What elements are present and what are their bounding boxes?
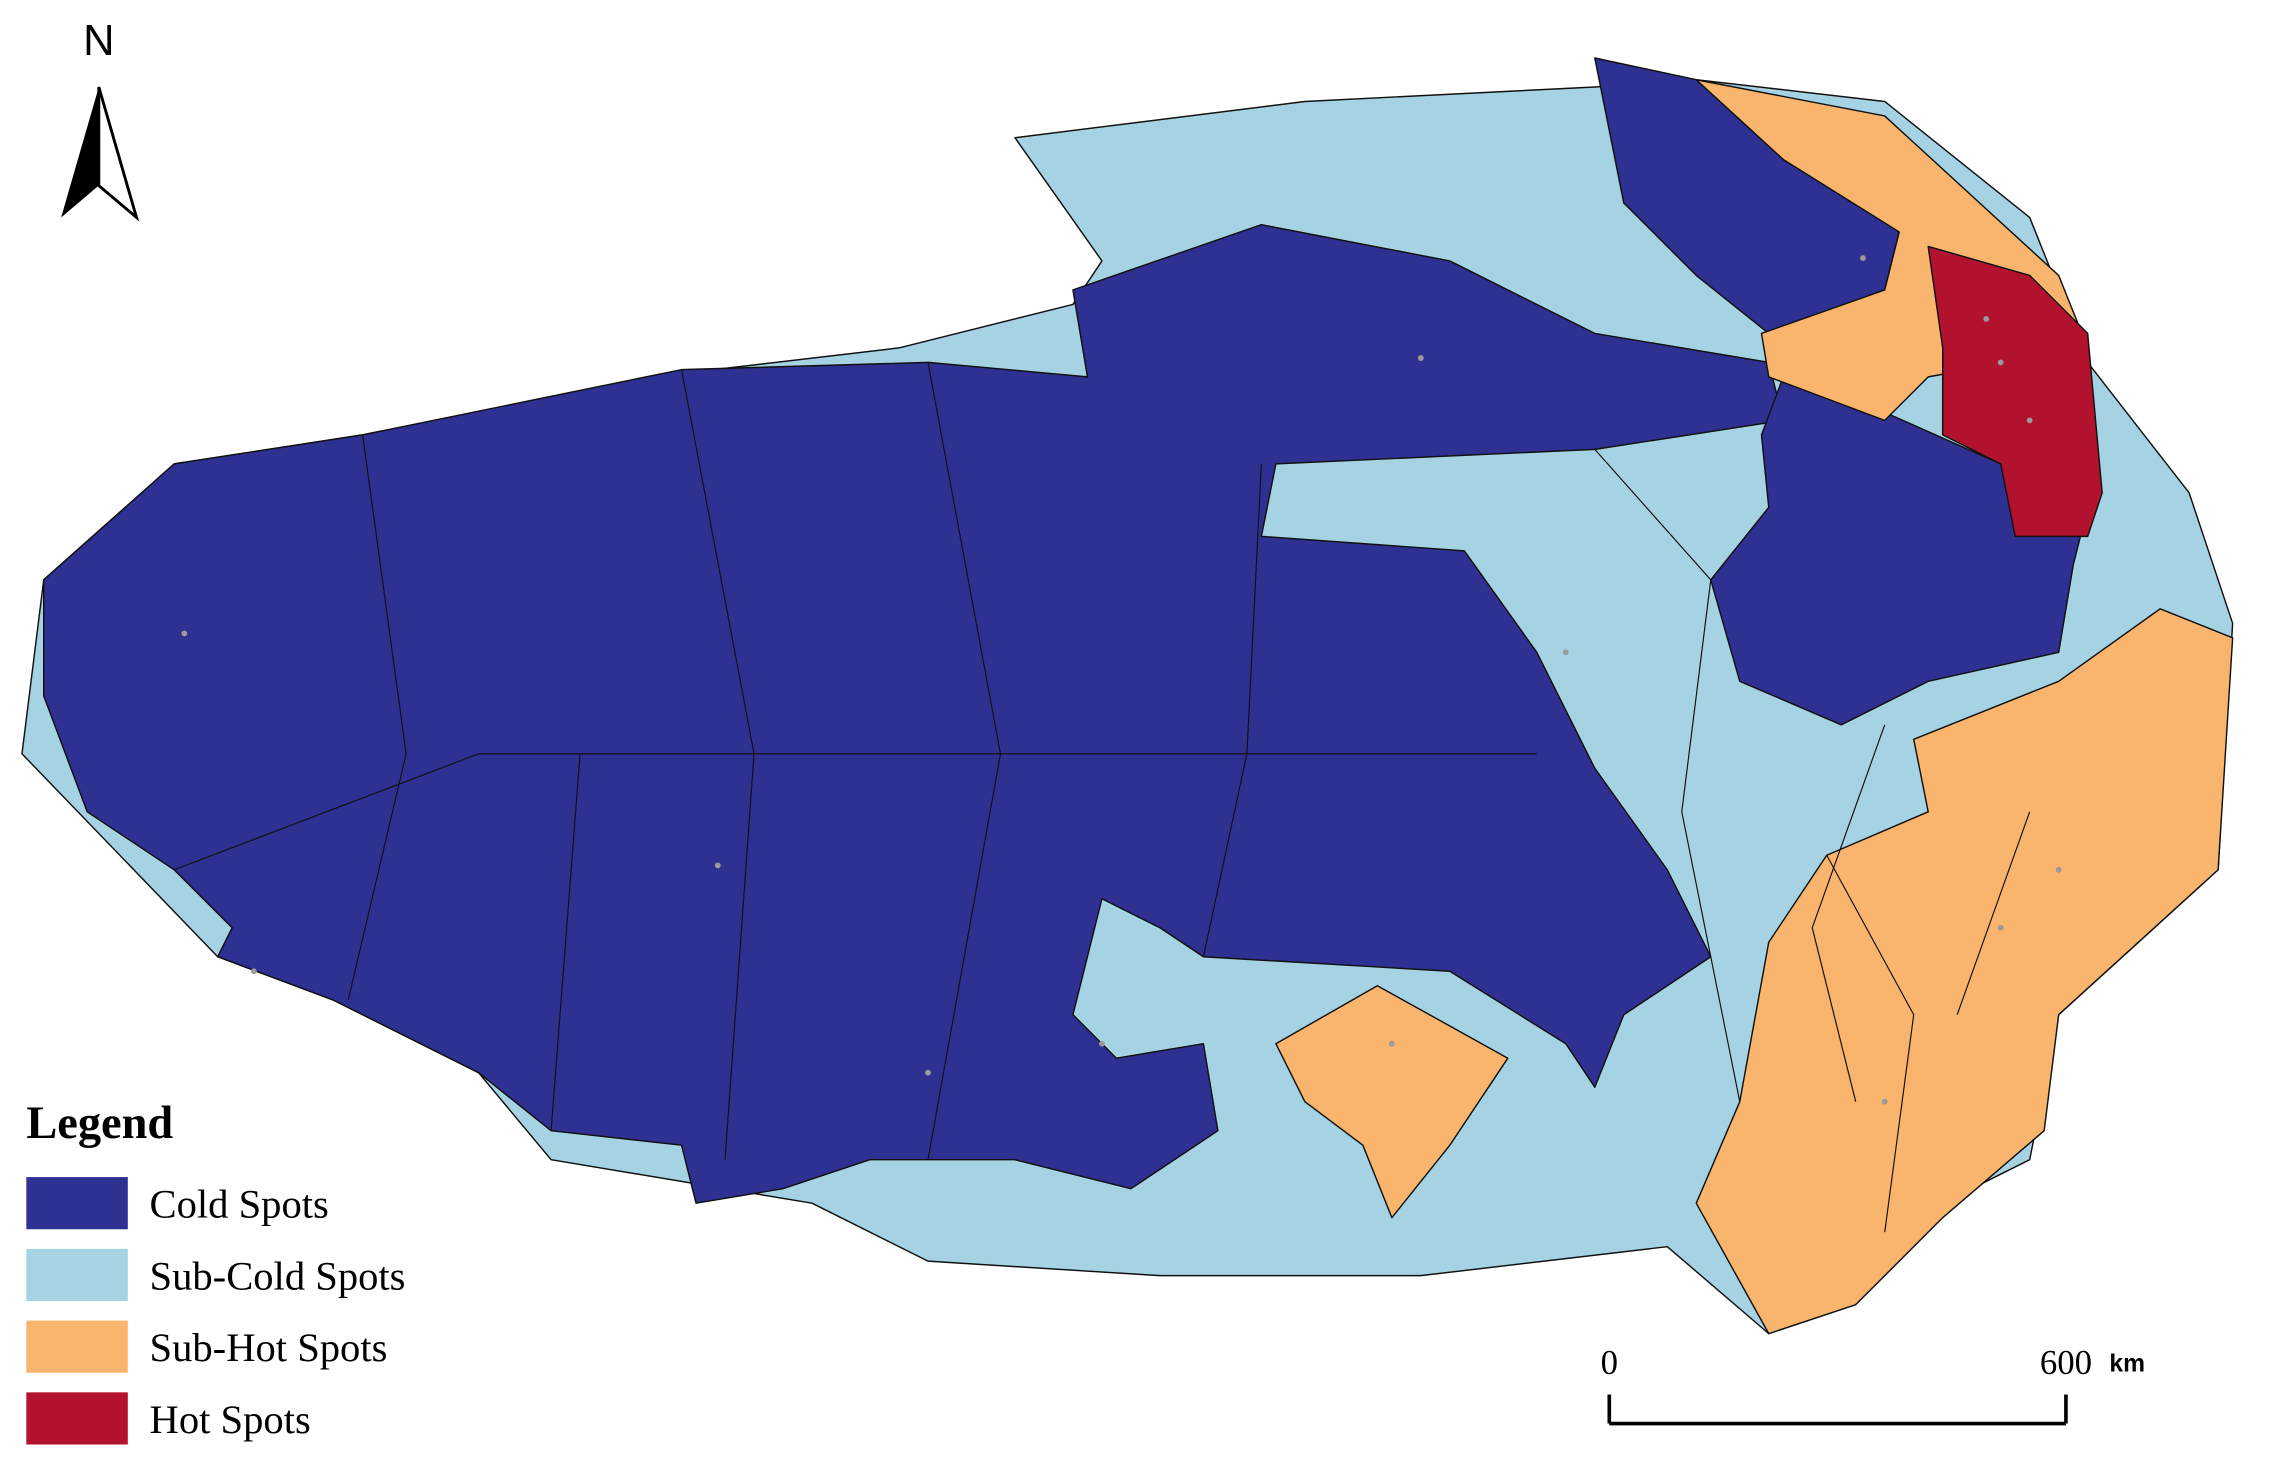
north-arrow: N <box>61 17 140 222</box>
sample-points <box>181 255 2062 1105</box>
region <box>42 223 1784 1204</box>
legend-title: Legend <box>26 1098 173 1149</box>
boundary-lines <box>1594 448 2031 1233</box>
scale-start: 0 <box>1601 1343 1618 1382</box>
legend-swatch <box>26 1248 128 1302</box>
boundary-lines <box>173 362 1537 1160</box>
legend-label: Hot Spots <box>150 1397 311 1442</box>
region <box>1927 245 2103 538</box>
arrow-half <box>97 86 140 222</box>
legend-swatch <box>26 1320 128 1373</box>
region <box>1695 608 2234 1335</box>
regions <box>21 57 2234 1335</box>
arrow-half <box>61 86 99 218</box>
legend: Legend Cold Spots Sub-Cold Spots Sub-Hot S… <box>26 1098 405 1445</box>
legend-swatch <box>26 1392 128 1445</box>
north-label: N <box>83 17 114 65</box>
scale-unit: km <box>2109 1350 2145 1377</box>
scale-end: 600 <box>2040 1343 2092 1382</box>
legend-swatch <box>26 1177 128 1230</box>
region <box>1275 985 1509 1219</box>
scale-bar: 0 600 km <box>1601 1343 2145 1426</box>
legend-label: Sub-Hot Spots <box>150 1325 388 1370</box>
legend-label: Cold Spots <box>150 1182 329 1227</box>
legend-label: Sub-Cold Spots <box>150 1253 406 1298</box>
